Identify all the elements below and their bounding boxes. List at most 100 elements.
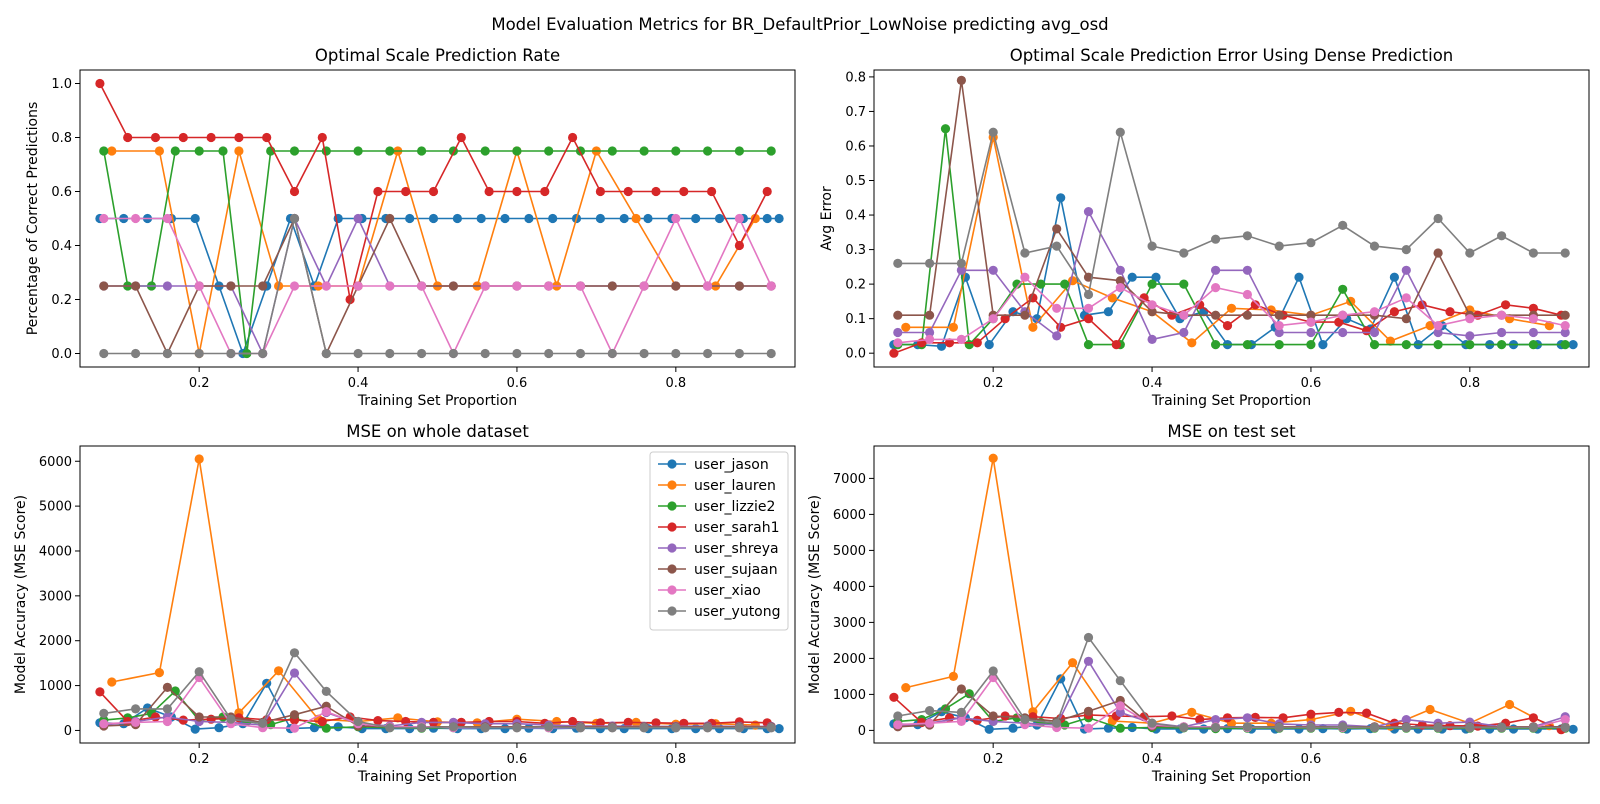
subplot-4: 0.2 0.4 0.6 0.8 0 1000 2000 3000 4000 5000 6000 700…	[807, 422, 1590, 785]
data-point	[1211, 340, 1221, 350]
x-axis-label: Training Set Proportion	[1151, 769, 1311, 785]
data-point	[1167, 711, 1177, 721]
data-point	[512, 723, 522, 733]
data-point	[568, 132, 578, 143]
data-point	[1505, 699, 1515, 710]
data-point	[274, 666, 284, 676]
axes-frame	[873, 445, 1590, 744]
data-point	[234, 146, 244, 156]
series-user-sarah1	[95, 78, 772, 305]
legend-label: user_yutong	[694, 604, 781, 620]
data-point	[162, 348, 172, 359]
data-point	[1433, 327, 1443, 338]
data-point	[107, 146, 117, 156]
data-point	[575, 281, 586, 291]
data-point	[1052, 718, 1062, 728]
data-point	[964, 689, 974, 699]
data-point	[1334, 317, 1344, 327]
y-tick-label: 0.5	[845, 174, 866, 189]
data-point	[766, 146, 776, 156]
data-point	[1401, 265, 1411, 275]
y-tick-label: 0.8	[845, 70, 866, 85]
data-point	[544, 281, 554, 291]
data-point	[1338, 310, 1348, 320]
series-line-user-yutong	[897, 131, 1566, 297]
y-axis-label: Percentage of Correct Predictions	[25, 102, 41, 336]
x-tick-label: 0.4	[348, 752, 369, 767]
data-point	[500, 213, 510, 224]
data-point	[99, 348, 109, 359]
data-point	[1369, 241, 1380, 251]
data-point	[1306, 722, 1316, 733]
data-point	[428, 213, 439, 224]
data-point	[1179, 279, 1189, 289]
data-point	[1052, 241, 1062, 251]
data-point	[893, 711, 903, 721]
data-point	[1147, 307, 1157, 317]
y-axis-label: Avg Error	[819, 186, 835, 251]
data-point	[936, 341, 947, 351]
data-point	[1465, 331, 1475, 341]
y-tick-label: 0.6	[845, 139, 866, 154]
data-point	[956, 75, 967, 85]
subplot-title: Optimal Scale Prediction Rate	[315, 46, 560, 65]
data-point	[1115, 723, 1125, 733]
data-point	[170, 146, 180, 156]
series-line-user-yutong	[897, 635, 1566, 729]
data-point	[1369, 722, 1380, 733]
subplot-3: 0.2 0.4 0.6 0.8 0 1000 2000 3000 4000 5000 6000 MSE…	[13, 422, 796, 785]
data-point	[1560, 327, 1570, 338]
data-point	[480, 281, 490, 291]
data-point	[162, 716, 172, 727]
data-point	[1497, 231, 1507, 241]
legend-marker	[667, 480, 677, 490]
data-point	[1274, 310, 1284, 320]
x-tick-label: 0.2	[189, 376, 210, 391]
data-point	[234, 132, 244, 143]
subplot-title: Optimal Scale Prediction Error Using Den…	[1010, 46, 1454, 65]
data-point	[889, 348, 899, 358]
data-point	[901, 322, 911, 332]
data-point	[353, 146, 363, 156]
legend-marker	[667, 459, 677, 469]
data-point	[988, 127, 998, 137]
series-user-xiao	[893, 272, 1570, 348]
x-axis-label: Training Set Proportion	[1151, 393, 1311, 409]
data-point	[401, 186, 411, 197]
data-point	[1433, 248, 1443, 258]
data-point	[1139, 293, 1149, 303]
data-point	[1497, 310, 1507, 320]
y-tick-label: 3000	[39, 589, 72, 604]
data-point	[671, 213, 681, 224]
data-point	[417, 723, 427, 733]
y-tick-label: 1000	[39, 679, 72, 694]
data-point	[1369, 327, 1380, 338]
data-point	[766, 723, 776, 733]
data-point	[988, 265, 998, 275]
data-point	[691, 213, 701, 224]
y-tick-label: 2000	[833, 652, 866, 667]
data-point	[480, 348, 490, 359]
data-point	[1103, 307, 1113, 317]
data-point	[226, 281, 236, 291]
data-point	[456, 132, 466, 143]
y-tick-label: 0.6	[51, 185, 72, 200]
data-point	[1389, 718, 1399, 728]
data-point	[99, 708, 109, 719]
series-user-yutong	[99, 213, 776, 359]
data-point	[1115, 265, 1125, 275]
data-point	[1560, 715, 1570, 725]
data-point	[194, 667, 204, 677]
data-point	[1369, 340, 1380, 350]
data-point	[1528, 327, 1538, 338]
data-point	[1528, 722, 1538, 733]
data-point	[643, 213, 653, 224]
data-point	[1334, 707, 1344, 718]
data-point	[1115, 707, 1125, 718]
data-point	[1528, 340, 1538, 350]
data-point	[651, 186, 661, 197]
data-point	[988, 314, 998, 324]
data-point	[1036, 279, 1046, 289]
